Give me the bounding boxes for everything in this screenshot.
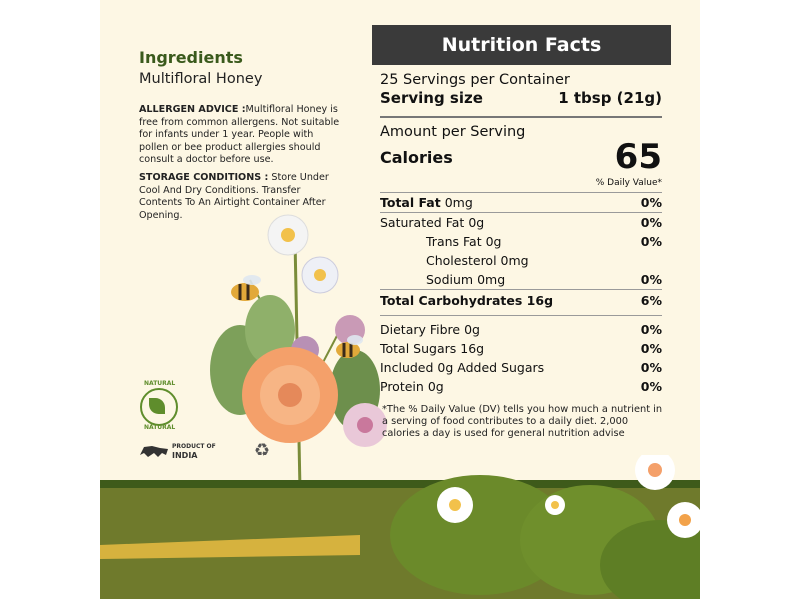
nutrient-name: Total Carbohydrates (380, 293, 523, 308)
nutrient-amount: 16g (526, 293, 554, 308)
nutrient-pct: 0% (640, 360, 662, 375)
nutrient-amount: 0g (468, 215, 485, 230)
serving-size-value: 1 tbsp (21g) (558, 89, 662, 107)
nutrient-row-trans-fat: Trans Fat 0g 0% (380, 232, 662, 251)
nutrient-amount: 0g (485, 234, 502, 249)
allergen-advice: ALLERGEN ADVICE :Multifloral Honey is fr… (139, 104, 344, 167)
flower-illustration-icon (210, 214, 387, 490)
nutrient-row-total-fat: Total Fat 0mg 0% (380, 193, 662, 212)
natural-badge-text-top: NATURAL (144, 380, 176, 387)
marigold-icon (242, 347, 338, 443)
allergen-text: Multifloral Honey is free from common al… (139, 104, 340, 165)
nutrient-row-total-sugars: Total Sugars 16g 0% (380, 339, 662, 358)
nutrient-pct: 0% (640, 234, 662, 249)
nutrient-amount: 0g (427, 379, 444, 394)
daily-value-header: % Daily Value* (595, 178, 662, 188)
nutrient-pct: 0% (640, 195, 662, 210)
nutrient-pct: 0% (640, 341, 662, 356)
leaves-illustration-icon (100, 455, 700, 599)
nutrient-row-saturated-fat: Saturated Fat 0g 0% (380, 213, 662, 232)
recycle-icon: ♻ (254, 440, 271, 461)
divider (380, 289, 662, 290)
nutrient-name: Saturated Fat (380, 215, 465, 230)
nutrient-name: Sodium (426, 272, 474, 287)
nutrient-amount: 0g (464, 322, 480, 337)
daisy-icon (267, 214, 309, 256)
calories-row: Calories 65 (380, 140, 662, 174)
nutrient-pct: 0% (640, 322, 662, 337)
nutrient-name: Trans Fat (426, 234, 482, 249)
divider (380, 212, 662, 213)
nutrition-facts-table: 25 Servings per Container Serving size 1… (380, 72, 662, 396)
bee-icon (231, 275, 261, 301)
nutrient-name: Protein (380, 379, 424, 394)
nutrient-amount: 16g (460, 341, 485, 356)
ingredients-title: Ingredients (139, 48, 243, 67)
bee-icon (336, 335, 363, 358)
divider (380, 116, 662, 118)
nutrient-amount: 0mg (477, 272, 506, 287)
natural-badge-text-bottom: NATURAL (144, 424, 176, 431)
storage-conditions: STORAGE CONDITIONS : Store Under Cool An… (139, 172, 344, 222)
lion-india-icon (140, 446, 168, 457)
amount-per-serving: Amount per Serving (380, 124, 526, 140)
nutrient-row-added-sugars: Included 0g Added Sugars 0% (380, 358, 662, 377)
nutrient-pct: 0% (640, 379, 662, 394)
nutrient-name: Total Fat (380, 195, 441, 210)
storage-text: Store Under Cool And Dry Conditions. Tra… (139, 172, 329, 221)
nutrient-pct: 0% (640, 215, 662, 230)
nutrient-name: Cholesterol (426, 253, 497, 268)
nutrient-pct: 6% (640, 293, 662, 308)
serving-size-label: Serving size (380, 89, 483, 107)
nutrient-name: Dietary Fibre (380, 322, 461, 337)
storage-label: STORAGE CONDITIONS : (139, 172, 269, 183)
calories-label: Calories (380, 147, 453, 167)
allergen-label: ALLERGEN ADVICE : (139, 104, 246, 115)
nutrient-row-sodium: Sodium 0mg 0% (380, 270, 662, 289)
serving-size-row: Serving size 1 tbsp (21g) (380, 89, 662, 107)
divider (380, 192, 662, 193)
nutrient-name: Included 0g Added Sugars (380, 360, 545, 375)
divider (380, 315, 662, 316)
nutrient-row-cholesterol: Cholesterol 0mg (380, 251, 662, 270)
nutrition-facts-title: Nutrition Facts (372, 25, 671, 65)
daily-value-footnote: *The % Daily Value (DV) tells you how mu… (382, 404, 663, 439)
product-panel: Ingredients Multifloral Honey ALLERGEN A… (100, 0, 700, 599)
servings-per-container: 25 Servings per Container (380, 72, 570, 88)
calories-value: 65 (614, 137, 662, 177)
ingredients-value: Multifloral Honey (139, 71, 263, 87)
nutrient-amount: 0mg (444, 195, 473, 210)
nutrient-amount: 0mg (500, 253, 529, 268)
nutrient-row-protein: Protein 0g 0% (380, 377, 662, 396)
country-label: INDIA (172, 451, 198, 460)
nutrient-pct: 0% (640, 272, 662, 287)
nutrient-name: Total Sugars (380, 341, 457, 356)
nutrient-row-dietary-fibre: Dietary Fibre 0g 0% (380, 320, 662, 339)
product-of-label: PRODUCT OF (172, 443, 216, 450)
nutrient-row-total-carbohydrates: Total Carbohydrates 16g 6% (380, 290, 662, 311)
natural-leaf-badge-icon (140, 388, 178, 426)
